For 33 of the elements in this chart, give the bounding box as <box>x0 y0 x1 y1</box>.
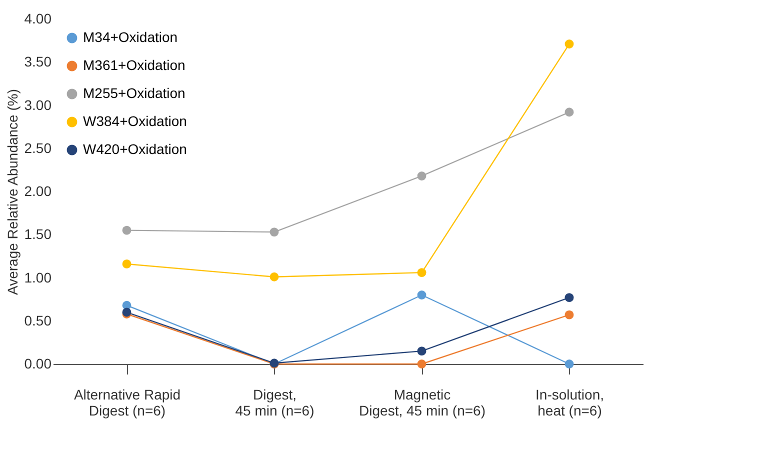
y-tick-label: 0.50 <box>24 312 52 328</box>
point <box>270 228 279 236</box>
legend-label: M255+Oxidation <box>83 85 186 101</box>
point <box>564 40 574 48</box>
point <box>417 290 426 300</box>
point <box>122 226 132 235</box>
legend-label: W420+Oxidation <box>83 141 187 157</box>
y-tick-label: 2.50 <box>24 140 52 156</box>
point <box>122 259 132 268</box>
x-tick-label: Digest, 45 min (n=6) <box>235 386 314 418</box>
point <box>417 172 426 180</box>
point <box>417 360 426 368</box>
point <box>417 346 426 356</box>
y-tick-label: 2.00 <box>24 183 52 199</box>
y-tick-label: 0.00 <box>24 356 52 372</box>
legend-label: M34+Oxidation <box>83 29 178 45</box>
point <box>564 360 574 368</box>
y-tick-label: 3.50 <box>24 54 52 70</box>
x-tick-label: Magnetic Digest, 45 min (n=6) <box>359 386 486 418</box>
y-tick-label: 1.00 <box>24 269 52 286</box>
point <box>564 293 574 302</box>
legend-label: M361+Oxidation <box>83 57 186 73</box>
y-tick-label: 1.50 <box>24 226 52 242</box>
point <box>564 310 574 320</box>
legend-label: W384+Oxidation <box>83 113 187 129</box>
x-tick-label: In-solution, heat (n=6) <box>536 386 604 418</box>
point <box>270 272 279 282</box>
y-tick-label: 3.00 <box>24 96 52 113</box>
y-tick-label: 4.00 <box>24 10 52 26</box>
y-axis-title: Average Relative Abundance (%) <box>4 89 20 295</box>
point <box>564 108 574 117</box>
point <box>417 268 426 278</box>
x-tick-label: Alternative Rapid Digest (n=6) <box>74 386 181 418</box>
